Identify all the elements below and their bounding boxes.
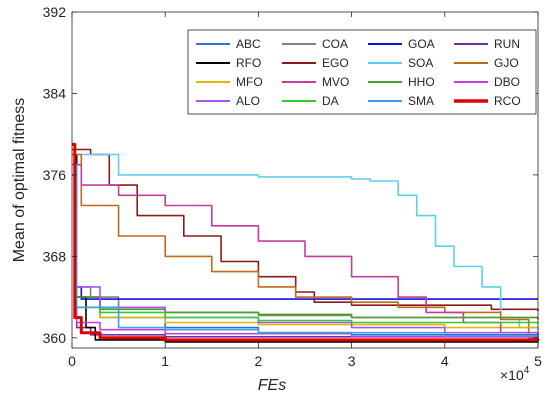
legend-label-dbo: DBO: [494, 75, 520, 89]
x-exponent-label: ×104: [500, 365, 530, 383]
series-line-sma: [72, 163, 539, 337]
y-tick-label: 384: [43, 85, 67, 101]
series-layer: [72, 142, 540, 343]
x-tick-label: 2: [255, 353, 263, 369]
series-line-gjo: [72, 153, 539, 340]
x-tick-label: 5: [534, 353, 542, 369]
x-axis-label: FEs: [258, 377, 286, 394]
x-exponent-power: 4: [524, 365, 530, 376]
legend-label-rco: RCO: [494, 94, 521, 108]
legend-label-rfo: RFO: [236, 56, 261, 70]
legend-label-goa: GOA: [408, 37, 435, 51]
y-tick-label: 360: [43, 330, 67, 346]
legend-label-soa: SOA: [408, 56, 433, 70]
legend-label-alo: ALO: [236, 94, 260, 108]
legend-label-gjo: GJO: [494, 56, 519, 70]
legend-label-da: DA: [322, 94, 339, 108]
legend-label-hho: HHO: [408, 75, 435, 89]
legend-label-coa: COA: [322, 37, 348, 51]
legend-label-sma: SMA: [408, 94, 434, 108]
y-tick-label: 368: [43, 248, 67, 264]
legend-label-mfo: MFO: [236, 75, 263, 89]
series-line-rco: [72, 142, 540, 342]
x-tick-label: 4: [441, 353, 449, 369]
legend-label-mvo: MVO: [322, 75, 349, 89]
x-tick-label: 1: [161, 353, 169, 369]
legend: ABC COA GOA RUN RFO EGO SOA GJO MFO MVO HHO DBO ALO D…: [187, 29, 537, 115]
y-tick-label: 392: [43, 4, 67, 20]
x-exponent-base: ×10: [500, 367, 524, 383]
y-tick-label: 376: [43, 167, 67, 183]
axes-box: [71, 11, 539, 349]
x-tick-label: 3: [348, 353, 356, 369]
legend-label-abc: ABC: [236, 37, 261, 51]
y-axis-label: Mean of optimal fitness: [11, 98, 28, 263]
tick-layer: 0 1 2 3 4 5 360 368 376 384 392: [43, 4, 542, 369]
legend-label-run: RUN: [494, 37, 520, 51]
x-tick-label: 0: [68, 353, 76, 369]
legend-label-ego: EGO: [322, 56, 349, 70]
